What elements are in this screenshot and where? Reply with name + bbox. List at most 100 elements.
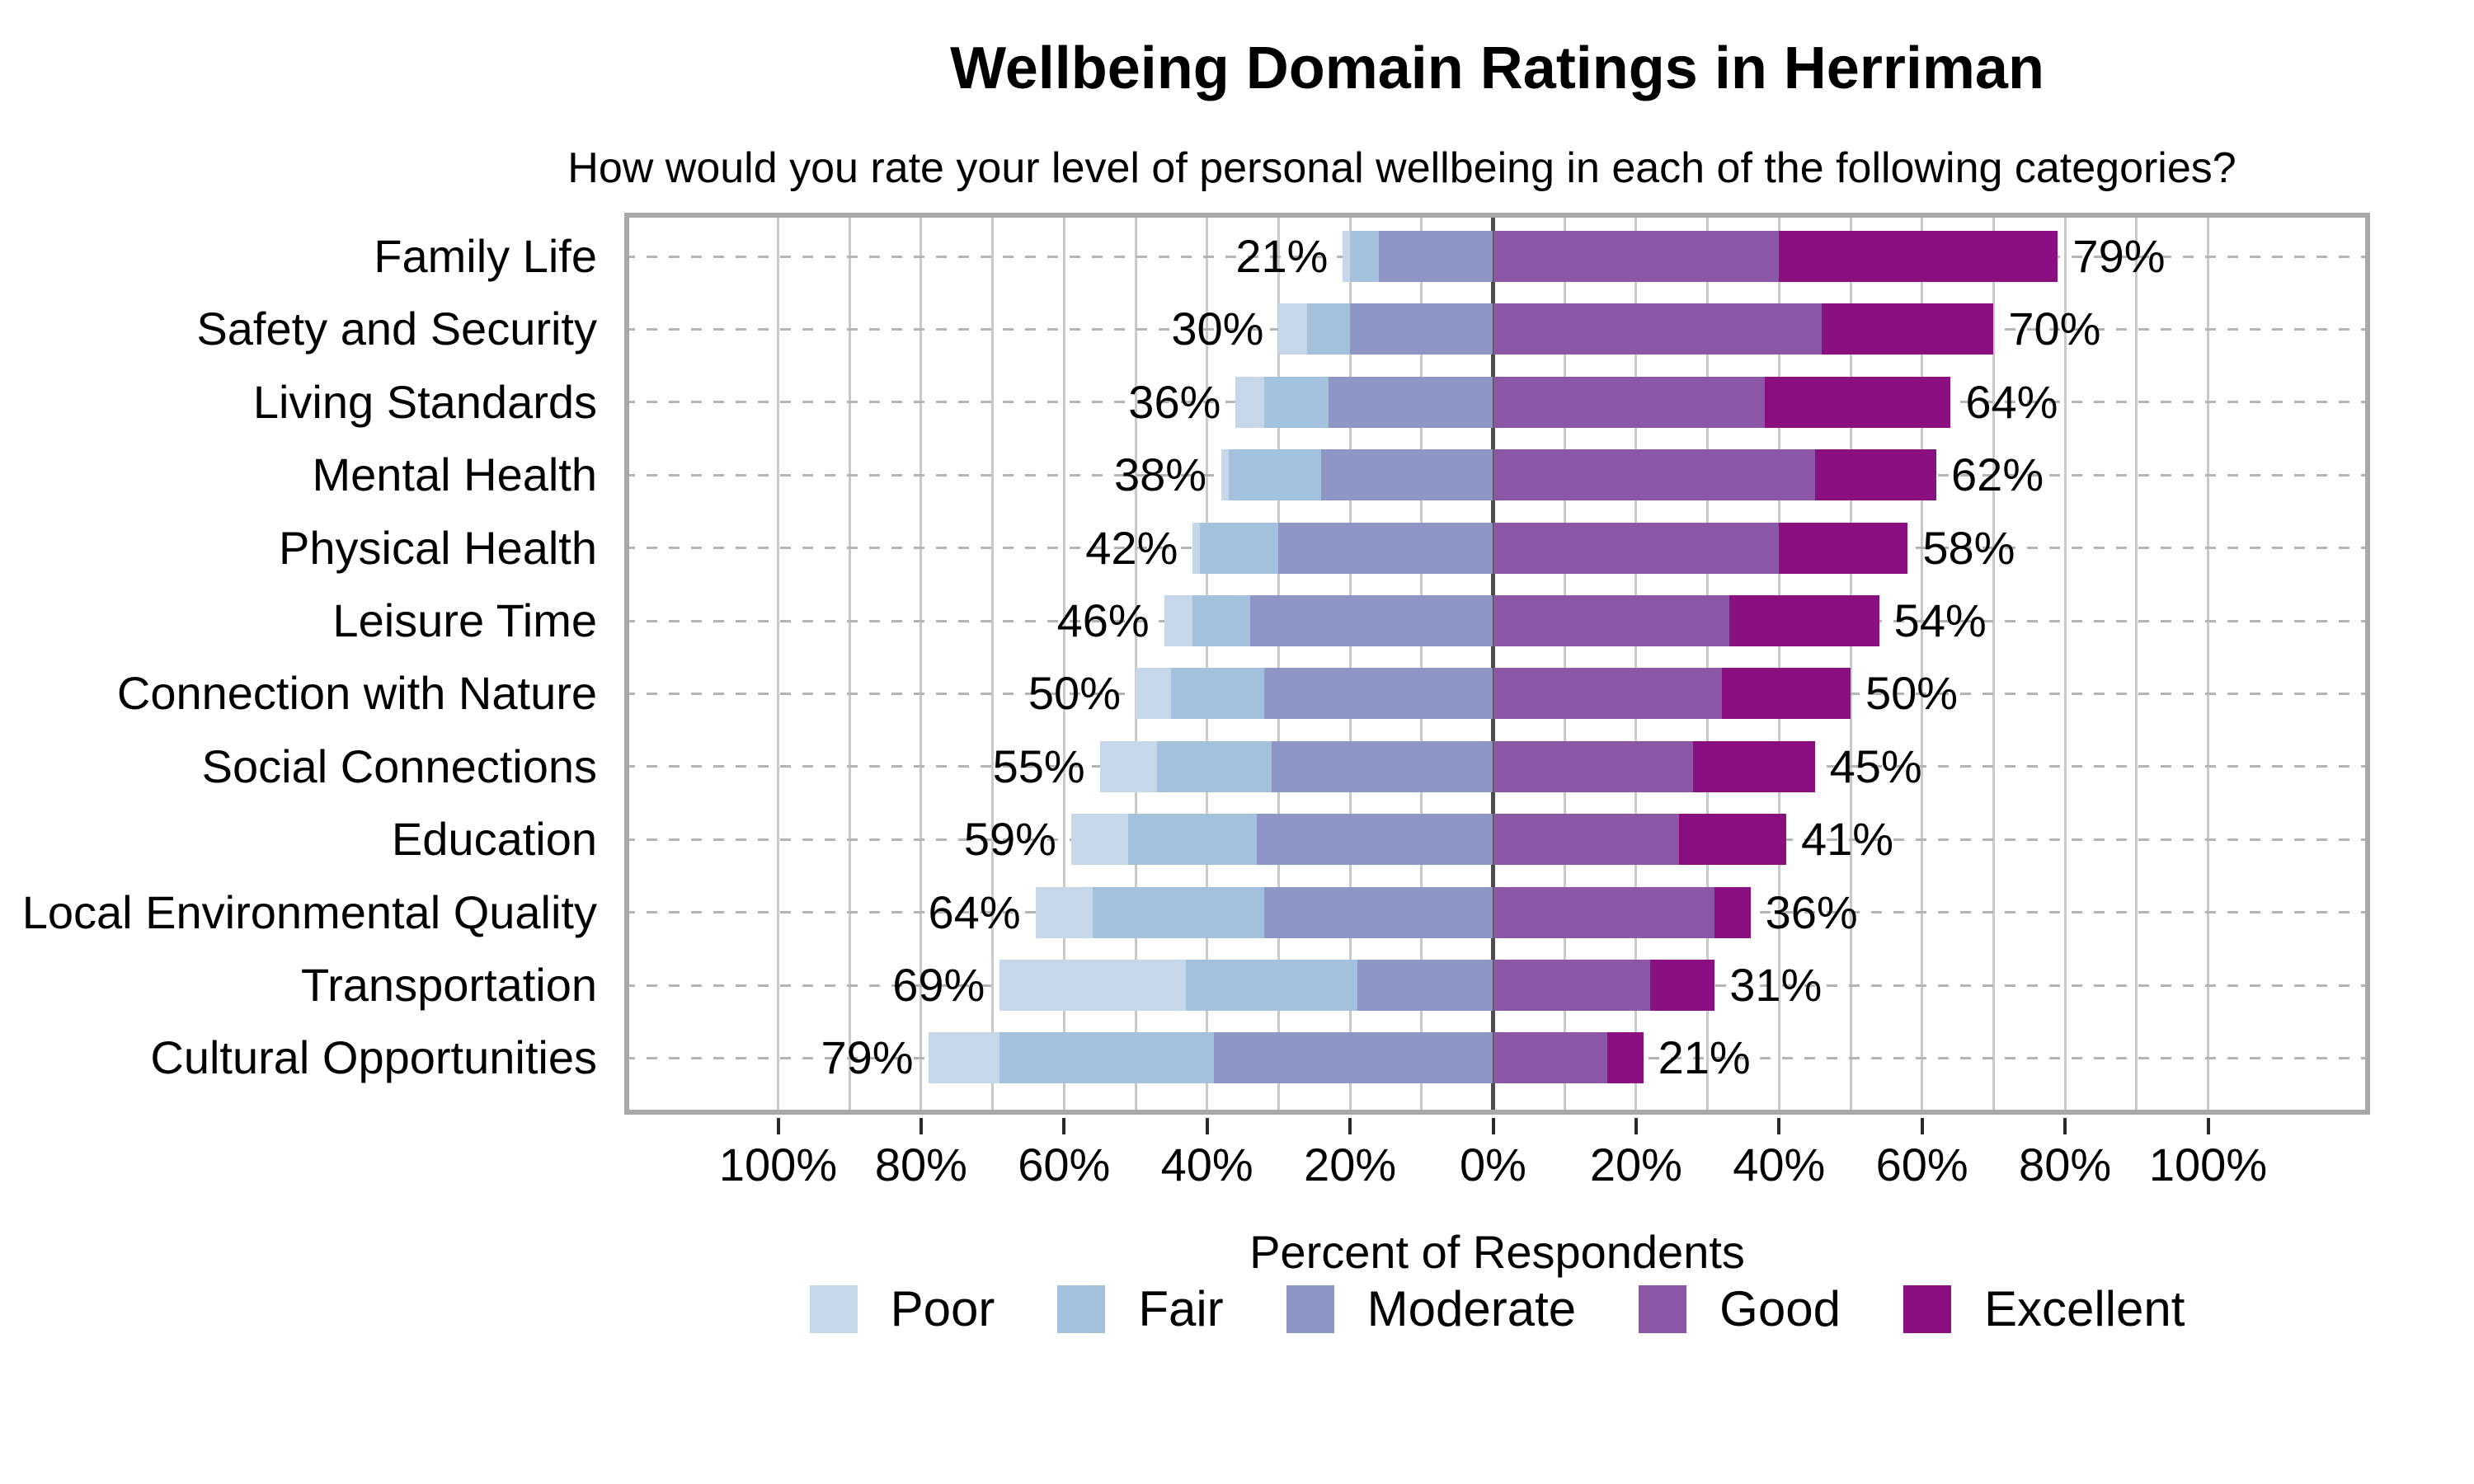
category-label: Leisure Time bbox=[332, 594, 597, 646]
bar-segment-good bbox=[1493, 303, 1823, 355]
bar-segment-fair bbox=[1350, 231, 1379, 282]
bar-segment-poor bbox=[1099, 740, 1157, 792]
x-axis-label: Percent of Respondents bbox=[1249, 1226, 1745, 1278]
bar-segment-good bbox=[1493, 595, 1729, 646]
x-tick-label: 40% bbox=[1733, 1139, 1826, 1190]
vertical-gridline bbox=[2135, 213, 2138, 1115]
chart-title: Wellbeing Domain Ratings in Herriman bbox=[950, 35, 2044, 101]
bar-segment-poor bbox=[1343, 231, 1351, 282]
vertical-gridline bbox=[2063, 213, 2067, 1115]
right-total-label: 58% bbox=[1922, 521, 2015, 574]
bar-segment-excellent bbox=[1714, 886, 1751, 938]
x-tick bbox=[1491, 1118, 1495, 1134]
x-tick bbox=[1062, 1118, 1066, 1134]
bar-segment-moderate bbox=[1257, 814, 1493, 866]
bar-segment-moderate bbox=[1357, 960, 1493, 1011]
bar-segment-excellent bbox=[1607, 1032, 1644, 1084]
legend-label: Moderate bbox=[1366, 1281, 1577, 1336]
category-label: Family Life bbox=[374, 230, 597, 282]
right-total-label: 70% bbox=[2008, 303, 2101, 355]
bar-segment-fair bbox=[1128, 814, 1258, 866]
bar-segment-excellent bbox=[1779, 522, 1908, 574]
legend-swatch-excellent bbox=[1903, 1285, 1951, 1333]
legend-item: Moderate bbox=[1286, 1284, 1576, 1334]
bar-segment-moderate bbox=[1271, 740, 1493, 792]
vertical-gridline bbox=[1777, 213, 1780, 1115]
bar-segment-moderate bbox=[1329, 376, 1493, 428]
x-tick-label: 100% bbox=[718, 1139, 838, 1190]
bar-segment-good bbox=[1493, 449, 1815, 501]
bar-segment-moderate bbox=[1321, 449, 1493, 501]
category-label: Physical Health bbox=[279, 521, 597, 574]
left-total-label: 46% bbox=[1056, 594, 1150, 646]
vertical-gridline bbox=[777, 213, 779, 1115]
bar-segment-moderate bbox=[1264, 668, 1493, 720]
left-total-label: 30% bbox=[1171, 303, 1264, 355]
bar-segment-fair bbox=[1228, 449, 1322, 501]
bar-segment-poor bbox=[1221, 449, 1229, 501]
category-label: Local Environmental Quality bbox=[21, 885, 597, 938]
x-tick bbox=[1634, 1118, 1638, 1134]
bar-segment-moderate bbox=[1264, 886, 1493, 938]
bar-segment-moderate bbox=[1249, 595, 1493, 646]
bar-segment-excellent bbox=[1779, 231, 2058, 282]
vertical-gridline bbox=[1206, 213, 1209, 1115]
bar-segment-poor bbox=[1235, 376, 1265, 428]
x-tick-label: 20% bbox=[1304, 1139, 1397, 1190]
right-total-label: 31% bbox=[1729, 959, 1823, 1011]
bar-segment-good bbox=[1493, 376, 1765, 428]
vertical-gridline bbox=[2207, 213, 2209, 1115]
legend-item: Excellent bbox=[1903, 1284, 2185, 1334]
vertical-gridline bbox=[1062, 213, 1065, 1115]
bar-segment-excellent bbox=[1678, 814, 1786, 866]
right-total-label: 64% bbox=[1965, 375, 2058, 428]
bar-segment-fair bbox=[1157, 740, 1272, 792]
right-total-label: 36% bbox=[1765, 885, 1858, 938]
x-tick-label: 60% bbox=[1018, 1139, 1111, 1190]
legend-item: Fair bbox=[1057, 1284, 1224, 1334]
bar-segment-moderate bbox=[1350, 303, 1493, 355]
legend-swatch-fair bbox=[1057, 1285, 1106, 1333]
bar-segment-good bbox=[1493, 740, 1694, 792]
bar-segment-excellent bbox=[1693, 740, 1815, 792]
vertical-gridline bbox=[1277, 213, 1280, 1115]
x-tick bbox=[776, 1118, 780, 1134]
legend-label: Poor bbox=[890, 1281, 995, 1336]
vertical-gridline bbox=[1921, 213, 1924, 1115]
x-tick-label: 80% bbox=[2019, 1139, 2112, 1190]
x-tick bbox=[2063, 1118, 2067, 1134]
vertical-gridline bbox=[1634, 213, 1638, 1115]
bar-segment-fair bbox=[1192, 595, 1250, 646]
x-tick bbox=[1777, 1118, 1781, 1134]
left-total-label: 42% bbox=[1085, 521, 1178, 574]
bar-segment-fair bbox=[1092, 886, 1265, 938]
bar-segment-good bbox=[1493, 814, 1679, 866]
vertical-gridline bbox=[920, 213, 923, 1115]
bar-segment-fair bbox=[1200, 522, 1279, 574]
bar-segment-good bbox=[1493, 522, 1780, 574]
x-tick-label: 60% bbox=[1875, 1139, 1968, 1190]
category-label: Transportation bbox=[301, 959, 597, 1011]
legend: Poor Fair Moderate Good Excellent bbox=[624, 1284, 2370, 1334]
left-total-label: 64% bbox=[928, 885, 1021, 938]
bar-segment-fair bbox=[1264, 376, 1329, 428]
vertical-gridline bbox=[1134, 213, 1137, 1115]
bar-segment-moderate bbox=[1378, 231, 1493, 282]
bar-segment-poor bbox=[1136, 668, 1172, 720]
bar-segment-fair bbox=[1171, 668, 1265, 720]
legend-label: Excellent bbox=[1983, 1281, 2185, 1336]
category-label: Safety and Security bbox=[196, 303, 597, 355]
bar-segment-poor bbox=[1035, 886, 1093, 938]
bar-segment-moderate bbox=[1278, 522, 1493, 574]
bar-segment-excellent bbox=[1822, 303, 1994, 355]
zero-line bbox=[1491, 213, 1495, 1115]
bar-segment-excellent bbox=[1650, 960, 1715, 1011]
category-label: Education bbox=[391, 813, 597, 866]
bar-segment-poor bbox=[928, 1032, 1000, 1084]
vertical-gridline bbox=[991, 213, 995, 1115]
left-total-label: 69% bbox=[892, 959, 985, 1011]
bar-segment-good bbox=[1493, 886, 1715, 938]
vertical-gridline bbox=[1849, 213, 1852, 1115]
x-tick-label: 100% bbox=[2148, 1139, 2268, 1190]
